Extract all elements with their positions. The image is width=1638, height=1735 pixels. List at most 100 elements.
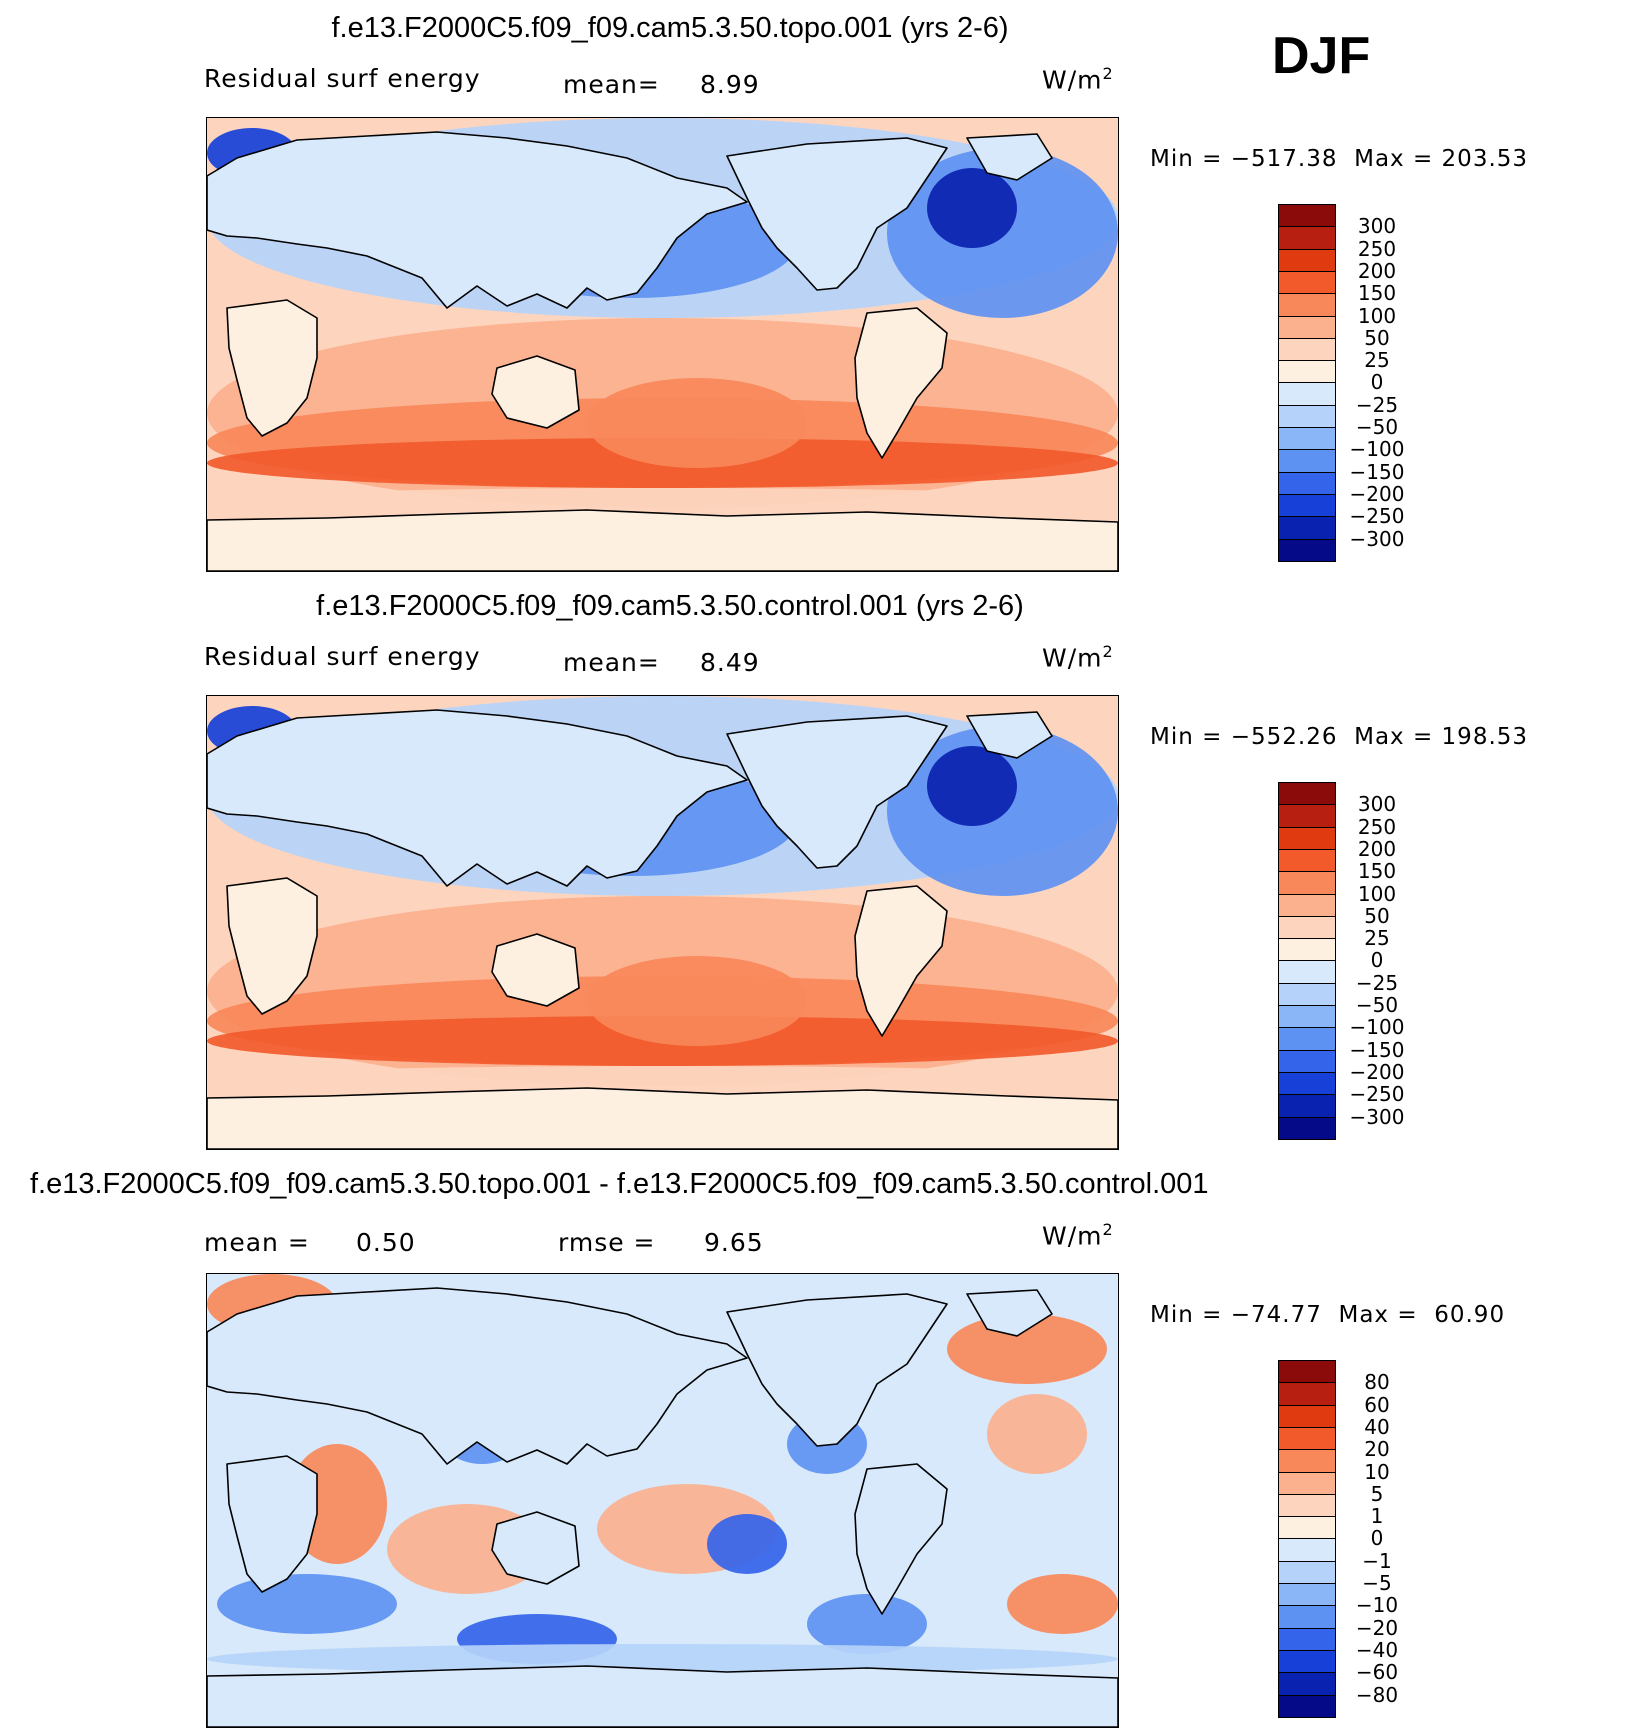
colorbar-swatch xyxy=(1278,404,1336,429)
colorbar-swatch xyxy=(1278,449,1336,474)
colorbar-swatch xyxy=(1278,804,1336,829)
colorbar-swatch xyxy=(1278,960,1336,985)
colorbar-swatch xyxy=(1278,293,1336,317)
colorbar-swatch xyxy=(1278,1471,1336,1496)
colorbar-swatch xyxy=(1278,826,1336,851)
eurasia-coastline xyxy=(207,1287,748,1465)
colorbar-swatch xyxy=(1278,1583,1336,1607)
colorbar-swatch xyxy=(1278,248,1336,273)
colorbar-swatch xyxy=(1278,538,1336,563)
colorbar-swatch xyxy=(1278,1382,1336,1407)
panel1-title: f.e13.F2000C5.f09_f09.cam5.3.50.topo.001… xyxy=(331,12,1009,44)
eurasia-coastline xyxy=(207,131,748,309)
field-contour xyxy=(587,378,807,468)
colorbar-swatch xyxy=(1278,337,1336,362)
australia-coastline xyxy=(491,933,580,1007)
colorbar-swatch xyxy=(1278,516,1336,540)
colorbar-swatch xyxy=(1278,1071,1336,1096)
colorbar-label: 100 xyxy=(1357,303,1397,328)
colorbar-swatch xyxy=(1278,1538,1336,1563)
panel1-mean-label: mean= xyxy=(563,70,660,99)
colorbar-swatch xyxy=(1278,1516,1336,1540)
colorbar-swatch xyxy=(1278,1605,1336,1630)
colorbar-swatch xyxy=(1278,915,1336,940)
eurasia-coastline xyxy=(207,709,748,887)
colorbar-swatch xyxy=(1278,1360,1336,1384)
colorbar-label: 50 xyxy=(1364,325,1390,350)
colorbar-swatch xyxy=(1278,1672,1336,1696)
colorbar-label: −40 xyxy=(1355,1637,1399,1662)
colorbar-label: 20 xyxy=(1364,1437,1390,1462)
colorbar-swatch xyxy=(1278,1027,1336,1052)
colorbar-swatch xyxy=(1278,1694,1336,1719)
field-contour xyxy=(927,168,1017,248)
greenland-coastline xyxy=(966,133,1053,181)
colorbar-swatch xyxy=(1278,471,1336,496)
colorbar-label: 200 xyxy=(1357,258,1397,283)
colorbar-label: −25 xyxy=(1355,392,1399,417)
colorbar-label: 100 xyxy=(1357,881,1397,906)
field-contour xyxy=(707,1514,787,1574)
panel2-mean-value: 8.49 xyxy=(700,648,760,677)
colorbar-swatch xyxy=(1278,427,1336,451)
colorbar-label: 300 xyxy=(1357,792,1397,817)
colorbar-label: −250 xyxy=(1349,1082,1405,1107)
colorbar-label: 0 xyxy=(1370,1526,1384,1551)
samerica-coastline xyxy=(854,885,948,1037)
colorbar-label: 50 xyxy=(1364,903,1390,928)
panel3-minmax: Min = −74.77 Max = 60.90 xyxy=(1150,1302,1506,1328)
samerica-coastline xyxy=(854,1463,948,1615)
panel3-mean-value: 0.50 xyxy=(356,1228,416,1257)
colorbar-label: 300 xyxy=(1357,214,1397,239)
panel2-map xyxy=(206,695,1119,1150)
panel1-minmax: Min = −517.38 Max = 203.53 xyxy=(1150,146,1529,172)
colorbar-label: −20 xyxy=(1355,1615,1399,1640)
panel3-rmse-value: 9.65 xyxy=(704,1228,764,1257)
field-contour xyxy=(1007,1574,1118,1634)
colorbar-label: −200 xyxy=(1349,1059,1405,1084)
colorbar-label: −300 xyxy=(1349,526,1405,551)
colorbar-swatch xyxy=(1278,1426,1336,1451)
panel2-title: f.e13.F2000C5.f09_f09.cam5.3.50.control.… xyxy=(316,590,1024,622)
colorbar-label: −200 xyxy=(1349,481,1405,506)
colorbar-label: −80 xyxy=(1355,1682,1399,1707)
panel2-minmax: Min = −552.26 Max = 198.53 xyxy=(1150,724,1529,750)
colorbar-swatch xyxy=(1278,782,1336,806)
colorbar-swatch xyxy=(1278,270,1336,295)
colorbar-label: 80 xyxy=(1364,1370,1390,1395)
panel3-rmse-label: rmse = xyxy=(558,1228,656,1257)
colorbar-label: 200 xyxy=(1357,836,1397,861)
season-label: DJF xyxy=(1272,27,1371,85)
panel2-min: −552.26 xyxy=(1230,724,1338,750)
field-contour xyxy=(207,1644,1118,1674)
colorbar-label: −60 xyxy=(1355,1660,1399,1685)
colorbar-label: 250 xyxy=(1357,814,1397,839)
panel2-variable: Residual surf energy xyxy=(204,642,481,671)
namerica-coastline xyxy=(726,1293,948,1447)
colorbar-label: −10 xyxy=(1355,1593,1399,1618)
colorbar-label: 5 xyxy=(1370,1481,1384,1506)
colorbar-swatch xyxy=(1278,982,1336,1007)
colorbar-label: −300 xyxy=(1349,1104,1405,1129)
colorbar-swatch xyxy=(1278,1049,1336,1074)
australia-coastline xyxy=(491,1511,580,1585)
colorbar-label: 0 xyxy=(1370,370,1384,395)
colorbar-swatch xyxy=(1278,226,1336,251)
panel1-max: 203.53 xyxy=(1441,146,1529,172)
colorbar-swatch xyxy=(1278,1094,1336,1118)
colorbar-label: 150 xyxy=(1357,281,1397,306)
panel2-mean-label: mean= xyxy=(563,648,660,677)
panel2-units: W/m2 xyxy=(1042,642,1114,673)
field-contour xyxy=(587,956,807,1046)
colorbar-label: −100 xyxy=(1349,437,1405,462)
panel3-units: W/m2 xyxy=(1042,1220,1114,1251)
colorbar-swatch xyxy=(1278,204,1336,228)
colorbar-swatch xyxy=(1278,360,1336,384)
field-contour xyxy=(217,1574,397,1634)
colorbar-swatch xyxy=(1278,1649,1336,1674)
colorbar-label: −50 xyxy=(1355,993,1399,1017)
panel1-units: W/m2 xyxy=(1042,64,1114,95)
field-contour xyxy=(207,488,1118,513)
panel3-min: −74.77 xyxy=(1230,1302,1322,1328)
colorbar-swatch xyxy=(1278,871,1336,895)
